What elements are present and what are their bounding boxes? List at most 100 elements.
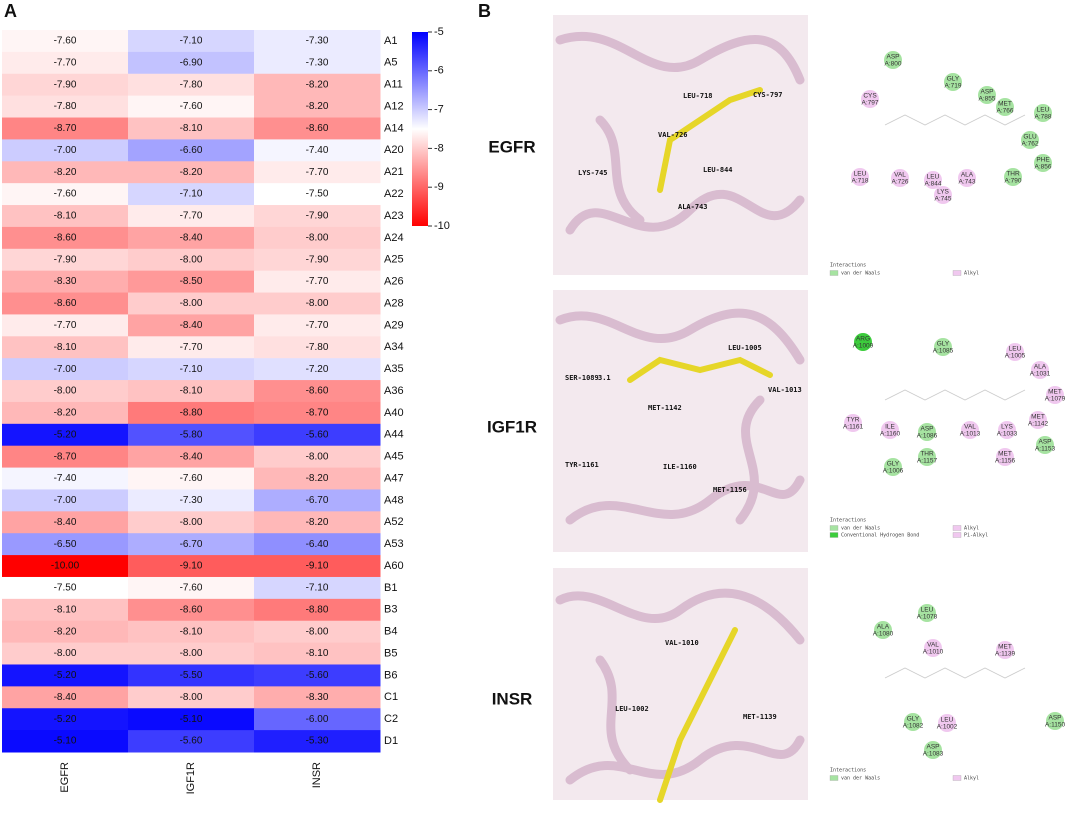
row-label: B4 <box>384 626 397 638</box>
heatmap-cell <box>2 183 129 206</box>
heatmap-cell <box>254 358 381 381</box>
cell-label: -8.40 <box>180 232 203 243</box>
cell-label: -8.00 <box>306 232 329 243</box>
residue-node <box>844 414 862 432</box>
cell-label: -5.20 <box>54 670 77 681</box>
colorbar-tick-label: -6 <box>434 65 444 77</box>
residue-node <box>958 169 976 187</box>
cell-label: -7.70 <box>306 276 329 287</box>
residue-label: LYS-745 <box>578 169 608 177</box>
residue-id: A:1013 <box>960 431 981 438</box>
heatmap-cell <box>2 95 129 119</box>
heatmap-cell <box>128 576 255 600</box>
residue-id: A:844 <box>925 181 942 188</box>
residue-id: A:726 <box>892 179 909 186</box>
residue-id: A:1080 <box>873 631 894 638</box>
cell-label: -8.00 <box>54 386 77 397</box>
heatmap-cell <box>128 423 255 447</box>
cell-label: -8.20 <box>54 626 77 637</box>
residue-id: A:788 <box>1035 114 1052 121</box>
heatmap-cell <box>254 511 381 534</box>
residue-name: ASP <box>926 744 939 751</box>
cell-label: -8.70 <box>54 451 77 462</box>
row-label: A60 <box>384 560 404 572</box>
residue-node <box>1034 104 1052 122</box>
cell-label: -7.60 <box>180 101 203 112</box>
structure-images <box>553 15 808 803</box>
cell-label: -8.70 <box>54 123 77 134</box>
residue-label: LEU-1002 <box>615 705 649 713</box>
cell-label: -8.20 <box>54 408 77 419</box>
heatmap-cell <box>128 73 255 97</box>
residue-name: MET <box>998 451 1012 458</box>
residue-node <box>1031 361 1049 379</box>
cell-label: -7.60 <box>180 473 203 484</box>
residue-node <box>934 186 952 204</box>
residue-id: A:856 <box>1035 164 1052 171</box>
residue-id: A:719 <box>945 83 962 90</box>
residue-node <box>861 90 879 108</box>
legend-swatch <box>952 775 962 781</box>
cell-label: -8.10 <box>180 386 203 397</box>
heatmap-cell <box>2 292 129 315</box>
residue-name: TYR <box>847 417 860 424</box>
heatmap-cell <box>128 139 255 162</box>
heatmap-cell <box>128 205 255 228</box>
heatmap-cell <box>128 95 255 119</box>
residue-node <box>918 423 936 441</box>
residue-label: ILE-1160 <box>663 463 697 471</box>
residue-name: LEU <box>1009 346 1022 353</box>
cell-label: -8.00 <box>180 254 203 265</box>
residue-id: A:1142 <box>1028 421 1049 428</box>
target-label: INSR <box>492 689 533 708</box>
heatmap-cell <box>128 336 255 359</box>
residue-id: A:762 <box>1022 141 1039 148</box>
residue-name: MET <box>1031 414 1045 421</box>
row-label: D1 <box>384 735 398 747</box>
cell-label: -7.30 <box>180 495 203 506</box>
residue-id: A:718 <box>852 178 869 185</box>
row-label: A35 <box>384 363 404 375</box>
heatmap-cell <box>254 445 381 469</box>
row-label: A28 <box>384 297 404 309</box>
cell-label: -6.50 <box>54 539 77 550</box>
heatmap-cell <box>128 467 255 490</box>
heatmap-cell <box>2 401 129 425</box>
residue-name: LEU <box>854 171 867 178</box>
heatmap-cell <box>254 226 381 250</box>
heatmap-cell <box>2 423 129 447</box>
cell-label: -7.90 <box>54 254 77 265</box>
panel-label: B <box>478 1 491 21</box>
residue-id: A:1002 <box>937 724 958 731</box>
row-label: A29 <box>384 319 404 331</box>
heatmap-cell <box>128 314 255 337</box>
heatmap-cell <box>254 576 381 600</box>
row-label: A22 <box>384 188 404 200</box>
row-label: B5 <box>384 647 397 659</box>
residue-name: ASP <box>886 54 899 61</box>
legend-label: Alkyl <box>964 776 979 782</box>
colorbar-tick-label: -10 <box>434 220 450 232</box>
residue-name: LEU <box>927 174 940 181</box>
cell-label: -8.00 <box>306 626 329 637</box>
legend-swatch <box>829 525 839 531</box>
residue-node <box>891 169 909 187</box>
cell-label: -8.00 <box>180 648 203 659</box>
ligand-2d <box>884 114 1026 126</box>
residue-node <box>924 639 942 657</box>
heatmap-cell <box>128 555 255 578</box>
cell-label: -8.20 <box>306 79 329 90</box>
residue-id: A:1085 <box>933 348 954 355</box>
row-label: A45 <box>384 451 404 463</box>
cell-label: -8.10 <box>54 342 77 353</box>
row-label: B3 <box>384 604 397 616</box>
cell-label: -8.00 <box>54 648 77 659</box>
legend-swatch <box>952 270 962 276</box>
legend-swatch <box>829 532 839 538</box>
residue-node <box>884 51 902 69</box>
heatmap-cell <box>128 533 255 556</box>
residue-id: A:1033 <box>997 431 1018 438</box>
residue-id: A:1009 <box>853 343 874 350</box>
row-label: A53 <box>384 538 404 550</box>
heatmap-cell <box>254 467 381 490</box>
